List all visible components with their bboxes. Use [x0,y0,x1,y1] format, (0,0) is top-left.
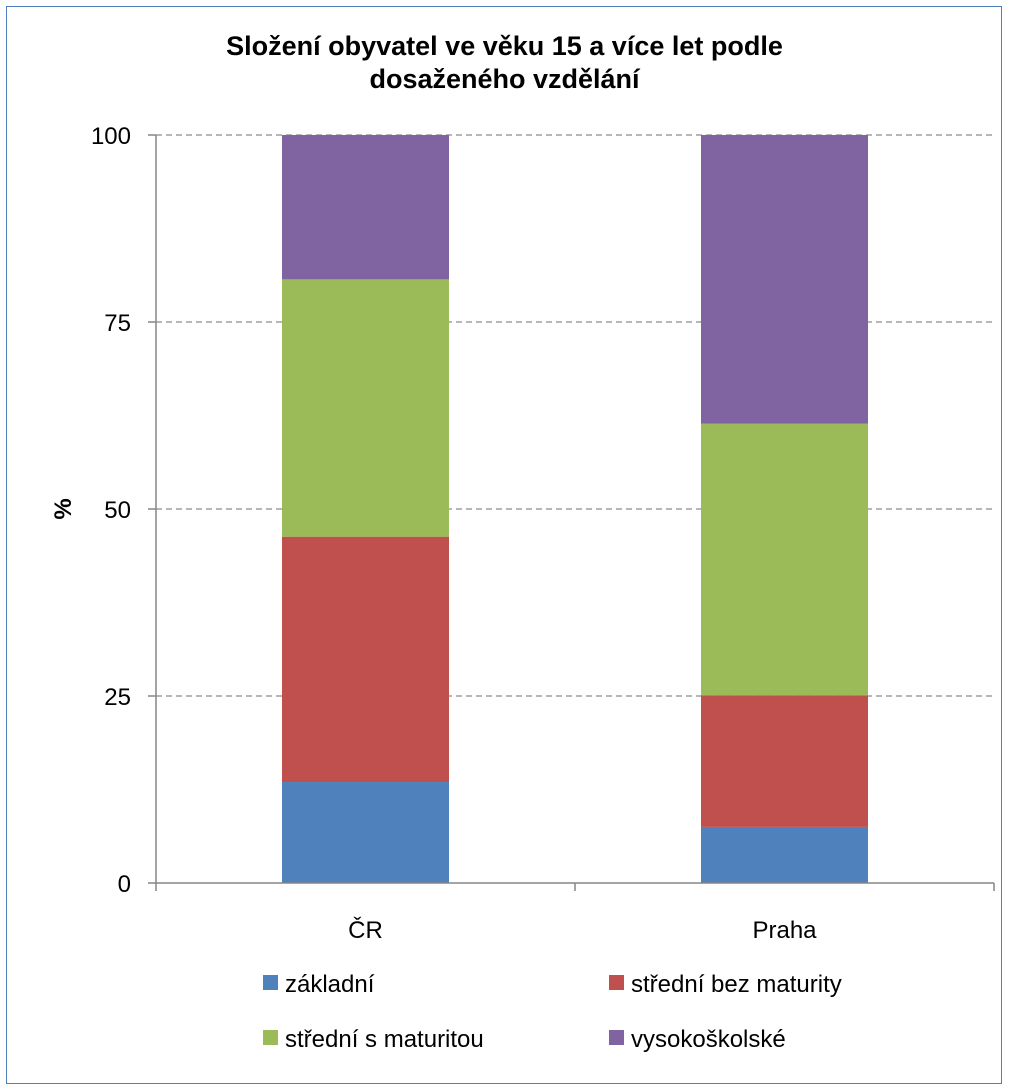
bar-segment [701,826,868,883]
y-tick-labels: 0 25 50 75 100 [91,123,131,898]
x-tick-label: Praha [752,917,817,944]
y-tick-label: 75 [104,310,131,337]
legend-item: střední s maturitou [263,1026,484,1053]
legend-swatch [263,975,278,990]
legend-label: střední s maturitou [285,1026,484,1053]
bar-segment [282,536,449,783]
y-axis-label: % [50,498,77,519]
chart-title: Složení obyvatel ve věku 15 a více let p… [0,30,1009,96]
legend-swatch [263,1030,278,1045]
y-tick-label: 100 [91,123,131,150]
legend: základní střední bez maturity střední s ma… [263,971,842,1053]
legend-label: základní [285,971,375,998]
legend-label: střední bez maturity [631,971,842,998]
bar-segment [701,423,868,696]
bar-segment [282,279,449,537]
bar-segment [282,782,449,883]
bar-segment [282,135,449,280]
legend-swatch [609,975,624,990]
x-tick-label: ČR [348,916,383,944]
chart-title-line-2: dosaženého vzdělání [369,64,640,94]
legend-swatch [609,1030,624,1045]
legend-item: základní [263,971,375,998]
chart-title-line-1: Složení obyvatel ve věku 15 a více let p… [226,31,783,61]
bar-segment [701,135,868,424]
bar-segment [701,695,868,827]
bars [282,135,868,883]
legend-item: vysokoškolské [609,1026,786,1053]
y-tick-label: 0 [118,871,131,898]
y-tick-label: 25 [104,684,131,711]
gridlines [148,134,994,884]
legend-label: vysokoškolské [631,1026,786,1053]
axes [155,135,995,891]
legend-item: střední bez maturity [609,971,842,998]
x-tick-labels: ČR Praha [348,916,817,944]
y-tick-label: 50 [104,497,131,524]
